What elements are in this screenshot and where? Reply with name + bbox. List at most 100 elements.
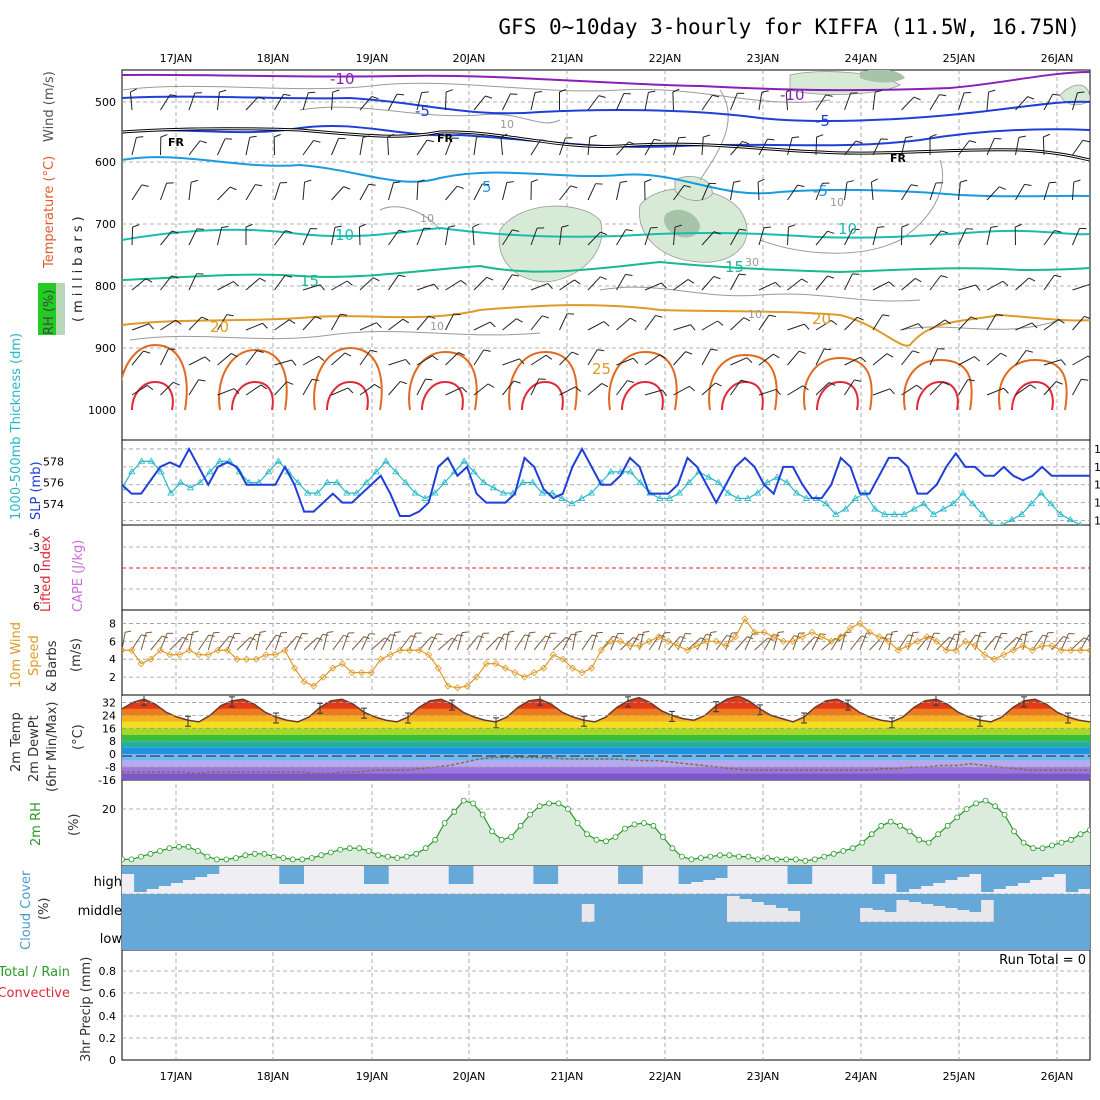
wind-barb-feather: [255, 184, 263, 187]
rh-marker: [906, 828, 913, 835]
wind-barb-feather: [763, 226, 771, 229]
top-date-label: 17JAN: [160, 52, 193, 65]
wind-barb: [274, 182, 281, 201]
middle-cloud-gap: [956, 910, 970, 922]
dewpoint-line: [122, 756, 1090, 775]
wind-barb-feather: [284, 274, 292, 278]
y-tick-label: 24: [102, 709, 116, 722]
rh-marker: [735, 853, 742, 860]
rh-marker: [479, 811, 486, 818]
wind-barb: [872, 281, 890, 291]
wind-barb-feather: [746, 357, 753, 363]
wind-marker: [281, 646, 289, 654]
wind-barb: [131, 226, 134, 246]
surface-wind-barb-feather: [575, 630, 582, 633]
high-cloud-bar: [956, 866, 970, 877]
wind-barb: [872, 388, 891, 396]
rh-marker: [982, 797, 989, 804]
upper-wind-barbs: [129, 88, 1090, 396]
surface-wind-barb: [907, 632, 914, 651]
slp-ylabels: 1000-500mb Thickness (dm) SLP (mb): [9, 333, 44, 520]
surface-wind-barb: [782, 635, 795, 651]
surface-wind-barb: [179, 633, 189, 651]
thickness-marker: [528, 478, 537, 485]
wind-barb: [986, 92, 990, 111]
thickness-marker: [157, 468, 165, 475]
temp-band: [122, 728, 1090, 735]
surface-wind-barb: [955, 632, 960, 651]
cloud-gridlines: [122, 893, 1090, 923]
slp-label: SLP (mb): [29, 461, 44, 520]
rh-marker: [365, 848, 372, 854]
contour-30: [326, 380, 369, 410]
wind-barb-feather: [428, 315, 436, 319]
wind-barb: [359, 184, 370, 201]
wind-barb: [416, 315, 429, 331]
upper-wind-label: Wind (m/s): [42, 71, 57, 142]
surface-wind-barb: [1032, 634, 1044, 651]
wind-barb: [929, 348, 939, 366]
rh-marker: [1039, 845, 1046, 852]
wind-marker: [693, 642, 701, 650]
wind-barb: [473, 276, 488, 291]
wind-barb-feather: [145, 278, 153, 283]
wind-barb: [131, 184, 143, 201]
wind-marker: [559, 655, 567, 663]
rh-marker: [147, 850, 154, 857]
wind-marker: [770, 633, 778, 641]
thickness-marker: [1077, 521, 1083, 525]
wind-barb-feather: [738, 273, 746, 276]
bottom-date-label: 24JAN: [845, 1070, 878, 1083]
wind-barb-feather: [717, 320, 724, 326]
wind-barb-feather: [344, 352, 352, 357]
wind-marker: [779, 637, 787, 645]
wind-barb-feather: [171, 275, 179, 279]
wind-barb-feather: [857, 316, 864, 321]
wind-barb-feather: [1043, 133, 1051, 138]
wind-barb-feather: [304, 179, 312, 183]
wind-barb-feather: [396, 93, 404, 96]
wind-barb: [701, 94, 713, 111]
cape-gridlines: [122, 546, 1090, 590]
wind-barb: [673, 227, 676, 246]
wind-barb: [815, 230, 828, 246]
thickness-marker: [880, 510, 889, 517]
wind-barb: [929, 275, 942, 291]
wind-barb: [673, 137, 680, 156]
contour-30: [231, 380, 274, 410]
wind-barb: [1015, 384, 1031, 396]
wind-barb: [530, 139, 541, 156]
temp-band: [122, 754, 1090, 761]
wind-barb: [872, 227, 878, 246]
thickness-marker: [802, 494, 811, 501]
wind-marker: [166, 651, 174, 659]
wind-marker: [223, 646, 231, 654]
wind-barb-feather: [445, 89, 453, 93]
thickness-marker: [656, 494, 664, 501]
wind-marker: [990, 655, 998, 663]
wind-barb-feather: [461, 387, 468, 393]
rh-marker: [1077, 831, 1084, 838]
wind-barb: [387, 136, 389, 156]
wind-barb-feather: [768, 314, 777, 318]
wind-ylabels: 10m Wind Speed & Barbs (m/s): [9, 622, 84, 692]
y-tick-label: 0: [33, 562, 40, 575]
contour-30: [521, 380, 564, 410]
wind-marker: [1009, 646, 1017, 654]
wind-marker: [290, 664, 299, 672]
wind-barb-feather: [417, 179, 425, 183]
thickness-marker: [460, 457, 468, 464]
wind-barb: [245, 277, 260, 291]
wind-barb-feather: [136, 136, 144, 139]
surface-wind-barb: [1070, 637, 1085, 651]
high-cloud-bar: [460, 866, 474, 884]
thickness-marker: [137, 457, 146, 464]
run-total-label: Run Total = 0: [999, 953, 1086, 968]
wind-barb: [587, 95, 600, 111]
wind-barb: [730, 93, 738, 111]
surface-wind-barb: [725, 632, 733, 651]
rh-marker: [783, 856, 790, 863]
wind-barb-feather: [513, 380, 521, 384]
middle-cloud-gap: [920, 904, 934, 922]
wind-barb: [1015, 350, 1027, 366]
